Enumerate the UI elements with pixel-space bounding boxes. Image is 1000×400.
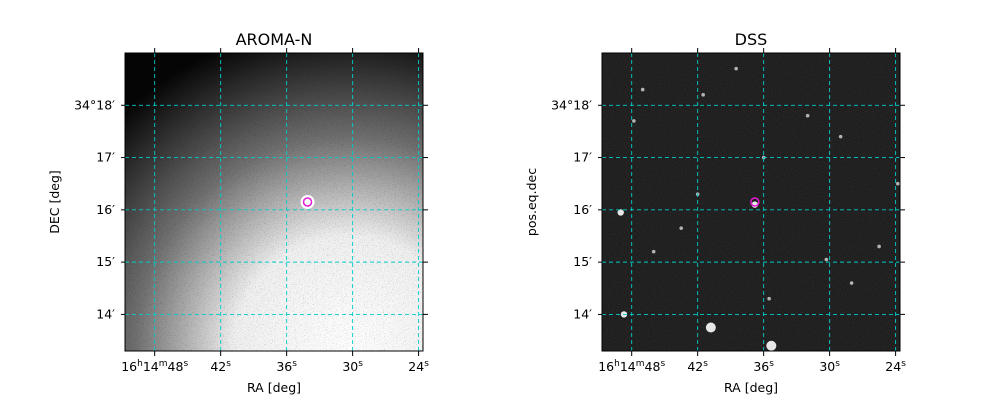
dss-ytick-label: 15′ [573, 254, 592, 269]
dss-star [632, 119, 636, 123]
dss-xlabel: RA [deg] [724, 380, 778, 395]
dss-frame [601, 52, 901, 352]
dss-title: DSS [735, 30, 768, 49]
dss-xtick-label: 30s [819, 359, 840, 374]
dss-star [849, 281, 854, 285]
aroma-n-xtick-label: 30s [342, 359, 363, 374]
aroma-n-xlabel: RA [deg] [247, 380, 301, 395]
dss-ticks: 16h14m48s 42s 36s 30s 24s 34°18′ 17′ 16′ 15′ 14′ [551, 48, 906, 374]
dss-ytick-label: 16′ [573, 202, 592, 217]
dss-star [679, 226, 683, 230]
aroma-n-title: AROMA-N [236, 30, 313, 49]
aroma-n-xtick-label: 16h14m48s [121, 359, 188, 374]
dss-star [766, 340, 777, 351]
aroma-n-xtick-label: 24s [408, 359, 429, 374]
dss-star [805, 113, 810, 118]
aroma-n-ytick-label: 16′ [96, 202, 115, 217]
dss-star [877, 244, 881, 249]
dss-panel: 16h14m48s 42s 36s 30s 24s34°18′17′16′15′14′ … [524, 30, 906, 395]
dss-target-marker [750, 197, 760, 207]
aroma-n-ytick-label: 17′ [96, 150, 115, 165]
aroma-n-ylabel: DEC [deg] [47, 170, 62, 234]
aroma-n-noise [125, 53, 423, 351]
dss-ytick-label: 17′ [573, 150, 592, 165]
aroma-n-panel: 16h14m48s 42s 36s 30s 24s34°18′17′16′15′14′ … [47, 30, 429, 395]
aroma-n-frame [124, 52, 424, 352]
aroma-n-bright-source [300, 195, 315, 209]
dss-grid [602, 53, 900, 351]
aroma-n-ytick-label: 34°18′ [74, 97, 115, 112]
dss-ytick-label: 14′ [573, 306, 592, 321]
aroma-n-target-marker [302, 197, 313, 207]
dss-star [617, 209, 624, 216]
dss-star [705, 322, 716, 333]
dss-star [651, 249, 656, 254]
dss-star [767, 296, 771, 301]
dss-xtick-label: 24s [885, 359, 906, 374]
aroma-n-xtick-label: 42s [210, 359, 231, 374]
dss-star [824, 257, 829, 262]
dss-xtick-label: 42s [687, 359, 708, 374]
aroma-n-xtick-label: 36s [276, 359, 297, 374]
dss-xtick-label: 16h14m48s [598, 359, 665, 374]
dss-xtick-label: 36s [753, 359, 774, 374]
aroma-n-ticks: 16h14m48s 42s 36s 30s 24s 34°18′ 17′ 16′ 15′ 14′ [74, 48, 429, 374]
dss-star [734, 66, 738, 71]
dss-ylabel: pos.eq.dec [524, 168, 539, 236]
aroma-n-ytick-label: 15′ [96, 254, 115, 269]
aroma-n-grid [125, 53, 423, 351]
aroma-n-ytick-label: 14′ [96, 306, 115, 321]
dss-ytick-label: 34°18′ [551, 97, 592, 112]
dss-star [838, 134, 843, 139]
dss-star [701, 93, 705, 97]
dss-star [896, 181, 900, 186]
dss-stars [617, 66, 900, 351]
dss-star [640, 87, 645, 92]
